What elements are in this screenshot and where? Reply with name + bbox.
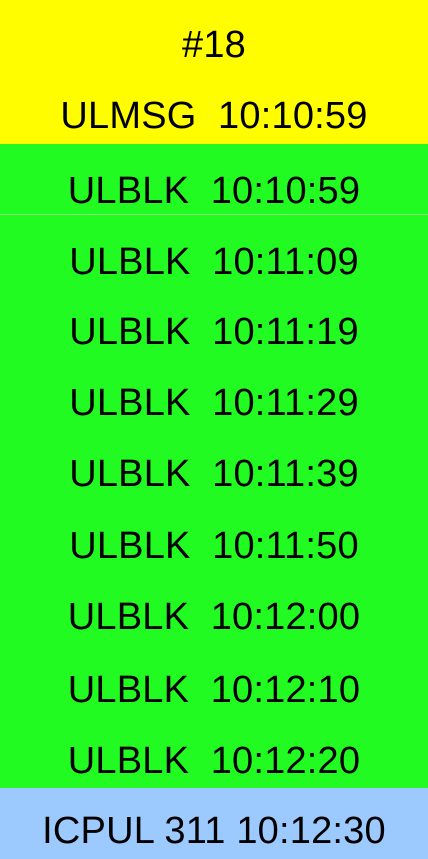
footer-message: ICPUL 311 10:12:30 — [42, 810, 386, 852]
list-item: ULBLK 10:12:00 — [67, 596, 361, 638]
header-message: ULMSG 10:10:59 — [60, 95, 368, 137]
header-panel: #18 ULMSG 10:10:59 — [0, 0, 428, 144]
list-item: ULBLK 10:12:10 — [67, 669, 361, 711]
list-item: ULBLK 10:12:20 — [67, 740, 361, 782]
event-list: ULBLK 10:10:59 ULBLK 10:11:09 ULBLK 10:1… — [0, 144, 428, 788]
list-item: ULBLK 10:11:29 — [69, 382, 359, 424]
list-item: ULBLK 10:11:50 — [69, 525, 359, 567]
list-item: ULBLK 10:10:59 — [67, 170, 361, 212]
event-id: #18 — [181, 24, 246, 66]
list-item: ULBLK 10:11:09 — [69, 241, 359, 283]
list-item: ULBLK 10:11:19 — [69, 311, 359, 353]
list-divider — [0, 214, 428, 215]
footer-panel: ICPUL 311 10:12:30 — [0, 788, 428, 859]
list-item: ULBLK 10:11:39 — [69, 453, 359, 495]
